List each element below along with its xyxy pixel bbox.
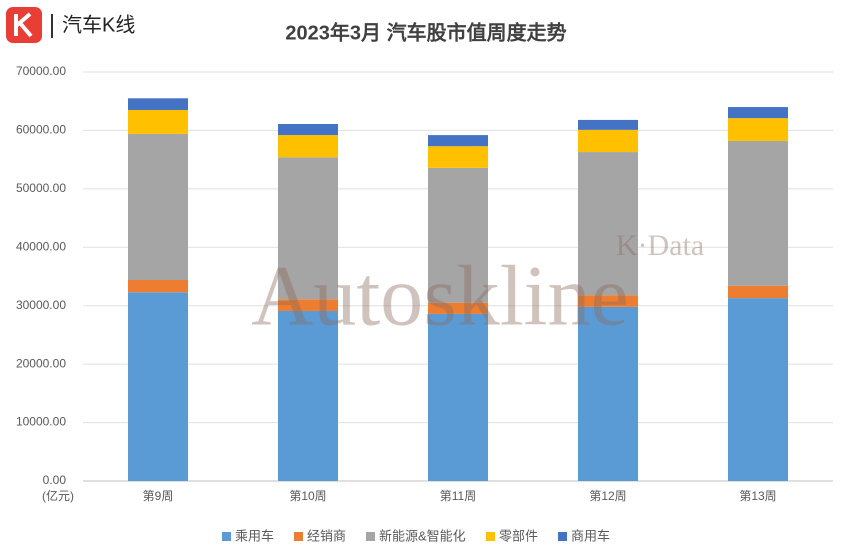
legend-swatch <box>486 532 495 541</box>
legend-label: 商用车 <box>571 528 610 543</box>
y-tick-label: 30000.00 <box>16 298 66 312</box>
bar-segment <box>578 152 638 296</box>
x-tick-label: 第11周 <box>440 489 476 503</box>
x-tick-label: 第9周 <box>143 489 174 503</box>
bar-segment <box>278 310 338 481</box>
legend-swatch <box>366 532 375 541</box>
bar-segment <box>128 109 188 134</box>
bar-segment <box>128 133 188 281</box>
x-tick-label: 第12周 <box>589 489 626 503</box>
bar-segment <box>728 107 788 119</box>
legend-label: 零部件 <box>499 528 538 543</box>
bar-segment <box>278 135 338 158</box>
bar-segment <box>578 119 638 130</box>
bar-segment <box>578 129 638 153</box>
brand: 汽车K线 <box>62 13 135 36</box>
legend-swatch <box>558 532 567 541</box>
logo <box>6 7 53 43</box>
bar-segment <box>128 98 188 110</box>
bar-segment <box>278 299 338 311</box>
y-tick-label: 50000.00 <box>16 181 66 195</box>
bar-segment <box>728 298 788 481</box>
bar-segment <box>128 280 188 293</box>
legend-label: 乘用车 <box>235 528 274 543</box>
watermark: K·Data <box>616 229 704 262</box>
y-tick-label: 60000.00 <box>16 123 66 137</box>
y-tick-label: 20000.00 <box>16 356 66 370</box>
y-unit: (亿元) <box>42 488 74 503</box>
bar-segment <box>428 302 488 314</box>
bar-segment <box>728 285 788 299</box>
bar-segment <box>128 292 188 481</box>
plot: 0.00 10000.00 20000.00 30000.00 40000.00 5000… <box>16 64 833 543</box>
bar-segment <box>278 157 338 300</box>
legend-swatch <box>294 532 303 541</box>
bar-segment <box>428 135 488 147</box>
logo-mark <box>14 12 33 38</box>
bar-segment <box>428 313 488 481</box>
chart-title: 2023年3月 汽车股市值周度走势 <box>285 20 566 44</box>
legend-swatch <box>222 532 231 541</box>
y-tick-label: 40000.00 <box>16 239 66 253</box>
y-tick-label: 10000.00 <box>16 415 66 429</box>
bar-segment <box>278 124 338 136</box>
bar-segment <box>728 140 788 286</box>
legend-label: 经销商 <box>307 528 346 543</box>
legend-label: 新能源&智能化 <box>379 528 466 543</box>
watermark: Autoskline <box>251 248 628 344</box>
bar-segment <box>428 167 488 303</box>
y-tick-label: 70000.00 <box>16 64 66 78</box>
x-tick-label: 第10周 <box>289 489 326 503</box>
bar-segment <box>728 118 788 141</box>
bar-segment <box>428 146 488 168</box>
bar-segment <box>578 306 638 481</box>
x-tick-label: 第13周 <box>739 489 776 503</box>
bar-segment <box>578 295 638 307</box>
y-tick-label: 0.00 <box>43 473 67 487</box>
